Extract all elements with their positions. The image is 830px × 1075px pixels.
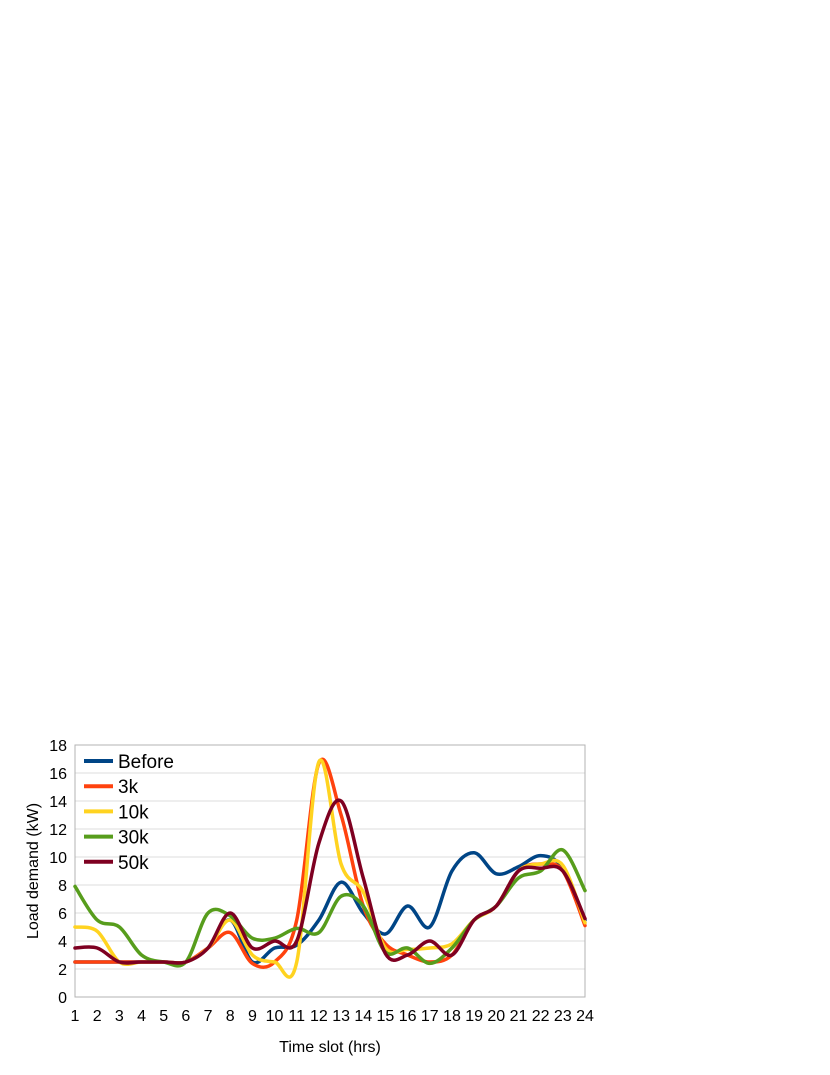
x-tick-label: 12 bbox=[310, 1008, 328, 1025]
x-axis-title: Time slot (hrs) bbox=[279, 1039, 381, 1056]
x-tick-label: 17 bbox=[421, 1008, 439, 1025]
y-tick-label: 16 bbox=[49, 766, 67, 783]
legend-label-30k: 30k bbox=[118, 828, 149, 849]
legend-label-3k: 3k bbox=[118, 777, 139, 798]
plot-area-frame bbox=[74, 744, 586, 998]
x-tick-label: 7 bbox=[204, 1008, 213, 1025]
legend-label-10k: 10k bbox=[118, 802, 149, 823]
x-tick-label: 9 bbox=[248, 1008, 257, 1025]
series-line-10k bbox=[73, 758, 587, 979]
x-tick-label: 2 bbox=[93, 1008, 102, 1025]
y-tick-label: 14 bbox=[49, 794, 67, 811]
y-tick-label: 4 bbox=[58, 934, 67, 951]
x-tick-label: 23 bbox=[554, 1008, 572, 1025]
y-axis-title: Load demand (kW) bbox=[25, 803, 42, 939]
x-tick-label: 18 bbox=[443, 1008, 461, 1025]
x-tick-label: 15 bbox=[377, 1008, 395, 1025]
x-tick-label: 8 bbox=[226, 1008, 235, 1025]
y-tick-label: 6 bbox=[58, 906, 67, 923]
x-tick-label: 1 bbox=[71, 1008, 80, 1025]
legend-label-50k: 50k bbox=[118, 853, 149, 874]
x-tick-label: 19 bbox=[465, 1008, 483, 1025]
x-tick-label: 16 bbox=[399, 1008, 417, 1025]
x-tick-label: 6 bbox=[181, 1008, 190, 1025]
y-tick-label: 0 bbox=[58, 990, 67, 1007]
series-lines bbox=[73, 757, 587, 979]
y-tick-label: 8 bbox=[58, 878, 67, 895]
x-tick-label: 13 bbox=[332, 1008, 350, 1025]
x-tick-label: 10 bbox=[266, 1008, 284, 1025]
x-axis-tick-labels: 1 2 3 4 5 6 7 8 9 10 11 12 13 14 15 16 17 18 19 20 21 22 23 24 bbox=[71, 1008, 594, 1025]
x-tick-label: 21 bbox=[510, 1008, 528, 1025]
x-tick-label: 5 bbox=[159, 1008, 168, 1025]
y-axis-tick-labels: 0 2 4 6 8 10 12 14 16 18 bbox=[49, 738, 67, 1007]
x-tick-label: 11 bbox=[288, 1008, 305, 1025]
x-tick-label: 24 bbox=[576, 1008, 594, 1025]
series-line-50k bbox=[73, 798, 587, 965]
x-tick-label: 14 bbox=[354, 1008, 372, 1025]
x-tick-label: 20 bbox=[487, 1008, 505, 1025]
y-tick-label: 18 bbox=[49, 738, 67, 755]
y-tick-label: 12 bbox=[49, 822, 67, 839]
x-tick-label: 4 bbox=[137, 1008, 146, 1025]
x-tick-label: 3 bbox=[115, 1008, 124, 1025]
series-line-30k bbox=[73, 848, 587, 968]
legend: Before 3k 10k 30k 50k bbox=[84, 752, 174, 874]
y-tick-label: 2 bbox=[58, 962, 67, 979]
legend-label-before: Before bbox=[118, 752, 174, 773]
x-tick-label: 22 bbox=[532, 1008, 550, 1025]
y-tick-label: 10 bbox=[49, 850, 67, 867]
series-line-before bbox=[73, 851, 587, 965]
